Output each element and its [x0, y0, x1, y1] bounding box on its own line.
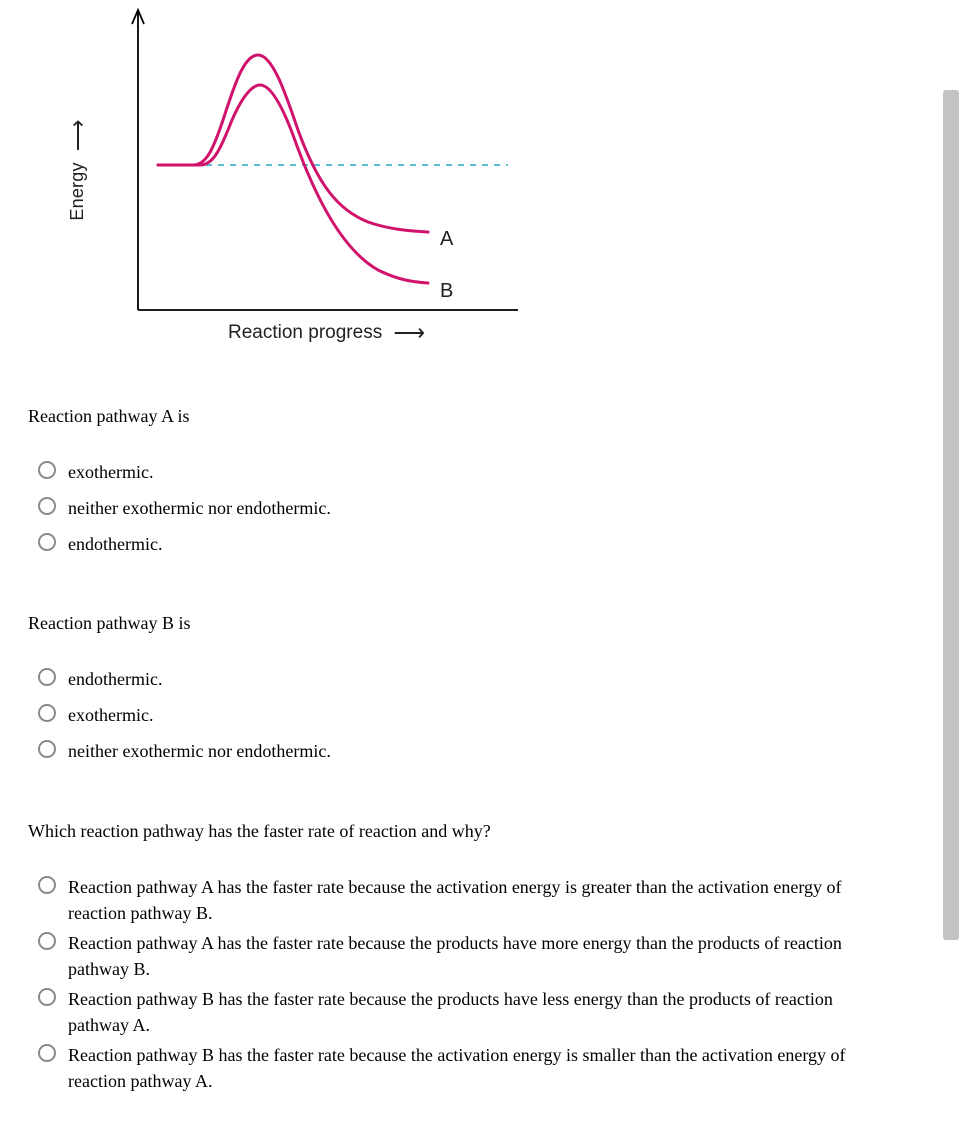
option-text: Reaction pathway B has the faster rate b…	[68, 986, 888, 1038]
y-axis-label-text: Energy	[67, 162, 87, 220]
question-1-prompt: Reaction pathway A is	[28, 406, 932, 427]
scrollbar-track[interactable]	[942, 0, 960, 1144]
curve-a-label: A	[440, 228, 453, 251]
curve-a	[158, 55, 428, 232]
question-2: Reaction pathway B is endothermic. exoth…	[28, 613, 932, 764]
x-axis-label-text: Reaction progress	[228, 322, 382, 343]
arrow-right-icon: ⟶	[65, 119, 91, 151]
option-row[interactable]: exothermic.	[38, 702, 932, 728]
radio-icon[interactable]	[38, 988, 56, 1006]
option-text: neither exothermic nor endothermic.	[68, 738, 331, 764]
option-text: neither exothermic nor endothermic.	[68, 495, 331, 521]
question-1-options: exothermic. neither exothermic nor endot…	[28, 459, 932, 557]
question-3-prompt: Which reaction pathway has the faster ra…	[28, 821, 932, 842]
option-text: Reaction pathway B has the faster rate b…	[68, 1042, 888, 1094]
option-row[interactable]: neither exothermic nor endothermic.	[38, 495, 932, 521]
question-1: Reaction pathway A is exothermic. neithe…	[28, 406, 932, 557]
option-row[interactable]: Reaction pathway B has the faster rate b…	[38, 1042, 932, 1094]
energy-diagram-svg	[88, 0, 528, 320]
option-row[interactable]: endothermic.	[38, 531, 932, 557]
question-3-options: Reaction pathway A has the faster rate b…	[28, 874, 932, 1095]
option-row[interactable]: endothermic.	[38, 666, 932, 692]
option-row[interactable]: neither exothermic nor endothermic.	[38, 738, 932, 764]
radio-icon[interactable]	[38, 932, 56, 950]
option-row[interactable]: Reaction pathway A has the faster rate b…	[38, 874, 932, 926]
radio-icon[interactable]	[38, 668, 56, 686]
radio-icon[interactable]	[38, 461, 56, 479]
option-text: endothermic.	[68, 666, 162, 692]
option-text: exothermic.	[68, 459, 153, 485]
option-text: Reaction pathway A has the faster rate b…	[68, 874, 888, 926]
x-axis-label: Reaction progress ⟶	[228, 320, 425, 346]
radio-icon[interactable]	[38, 533, 56, 551]
y-axis-label: Energy ⟶	[65, 119, 91, 220]
radio-icon[interactable]	[38, 1044, 56, 1062]
option-row[interactable]: Reaction pathway A has the faster rate b…	[38, 930, 932, 982]
option-text: endothermic.	[68, 531, 162, 557]
arrow-right-icon: ⟶	[393, 320, 425, 346]
radio-icon[interactable]	[38, 497, 56, 515]
energy-diagram: Energy ⟶ Reaction progress ⟶ A B	[88, 0, 608, 350]
option-text: Reaction pathway A has the faster rate b…	[68, 930, 888, 982]
radio-icon[interactable]	[38, 876, 56, 894]
option-row[interactable]: exothermic.	[38, 459, 932, 485]
page-content: Energy ⟶ Reaction progress ⟶ A B Reactio…	[0, 0, 960, 1144]
radio-icon[interactable]	[38, 704, 56, 722]
question-2-prompt: Reaction pathway B is	[28, 613, 932, 634]
option-row[interactable]: Reaction pathway B has the faster rate b…	[38, 986, 932, 1038]
question-2-options: endothermic. exothermic. neither exother…	[28, 666, 932, 764]
option-text: exothermic.	[68, 702, 153, 728]
radio-icon[interactable]	[38, 740, 56, 758]
question-3: Which reaction pathway has the faster ra…	[28, 821, 932, 1095]
curve-b-label: B	[440, 280, 453, 303]
scrollbar-thumb[interactable]	[943, 90, 959, 940]
